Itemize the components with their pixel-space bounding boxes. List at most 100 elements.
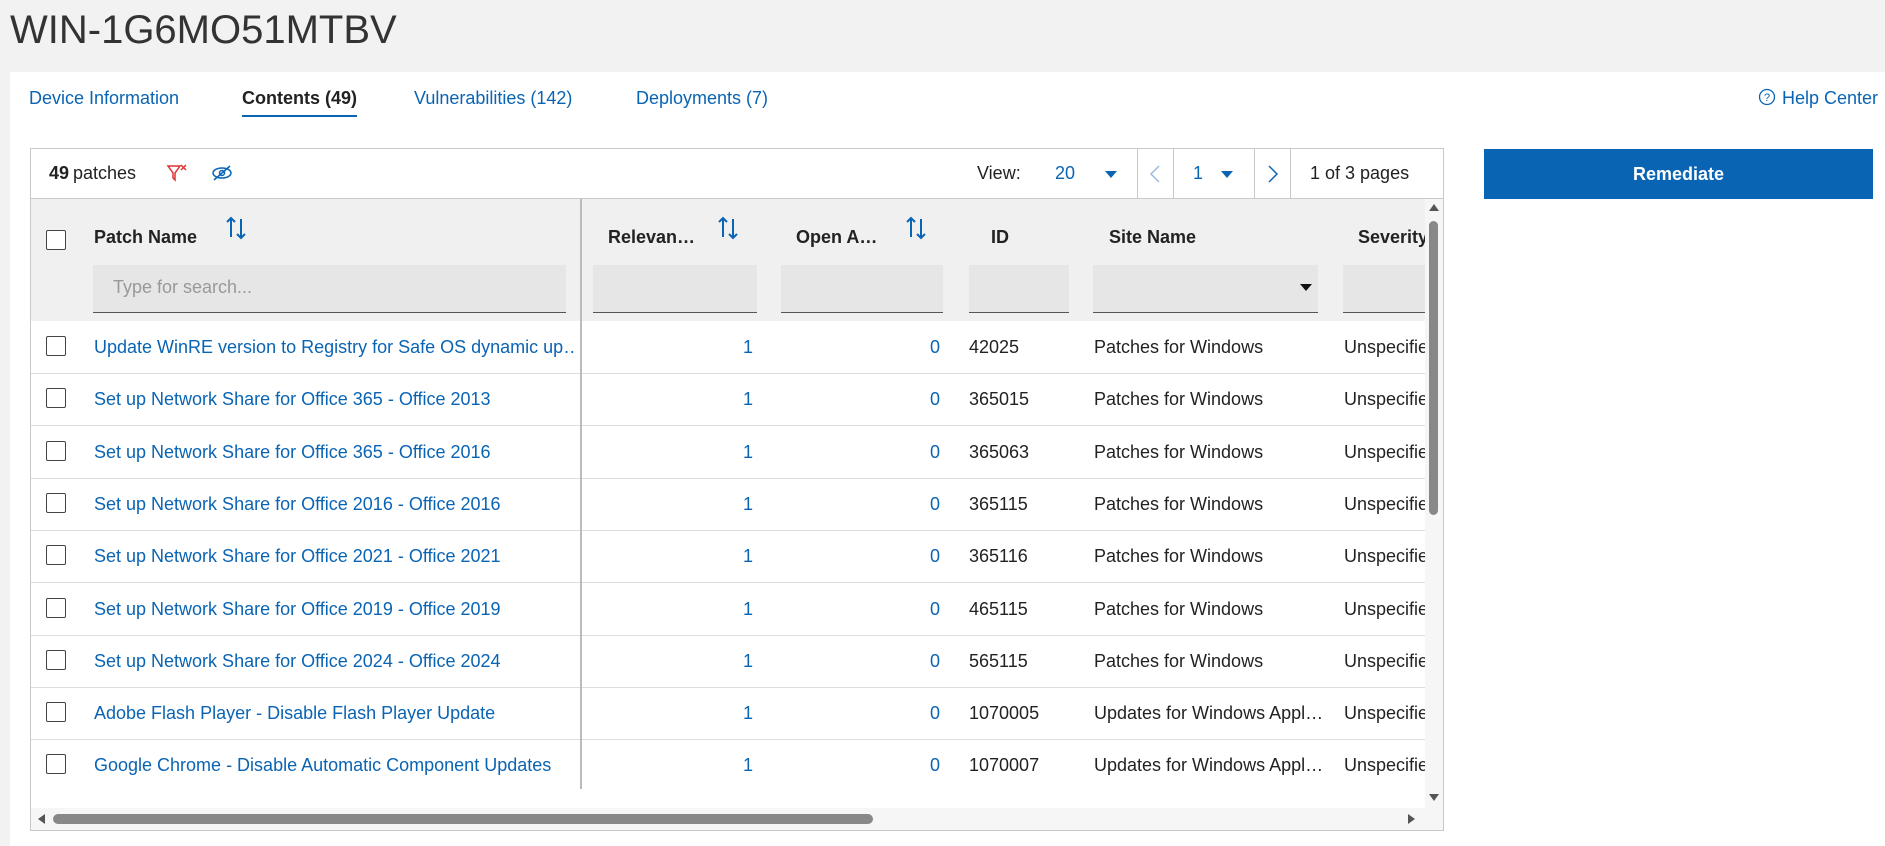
help-icon[interactable]: ? <box>1758 88 1776 106</box>
severity: Unspecified <box>1344 598 1425 619</box>
row-checkbox[interactable] <box>46 336 66 356</box>
filter-input[interactable] <box>969 265 1069 313</box>
dropdown-arrow[interactable] <box>1220 169 1234 179</box>
tab[interactable]: Vulnerabilities (142) <box>414 88 573 108</box>
scroll-thumb[interactable] <box>53 814 873 824</box>
scroll-down[interactable] <box>1429 794 1439 802</box>
severity: Unspecified <box>1344 546 1425 567</box>
column-header[interactable]: Relevan… <box>608 227 696 247</box>
table-body: Update WinRE version to Registry for Saf… <box>31 321 1425 789</box>
open-actions-count[interactable]: 0 <box>929 650 940 671</box>
sort-arrows[interactable] <box>225 215 249 241</box>
row-checkbox[interactable] <box>46 754 66 775</box>
relevance-count[interactable]: 1 <box>742 493 753 514</box>
row-checkbox[interactable] <box>46 388 66 409</box>
separator <box>1173 149 1174 198</box>
tab[interactable]: Deployments (7) <box>636 88 769 108</box>
search-input[interactable]: Type for search... <box>93 265 566 313</box>
prev-page[interactable] <box>1149 165 1161 183</box>
patch-name-link[interactable]: Set up Network Share for Office 2016 - O… <box>94 493 501 514</box>
frozen-divider <box>580 199 582 789</box>
site-name: Updates for Windows Appl… <box>1094 755 1324 776</box>
separator <box>1254 149 1255 198</box>
table-row: Update WinRE version to Registry for Saf… <box>31 321 1425 374</box>
sort-arrows[interactable] <box>905 215 929 241</box>
pages-text: 1 of 3 pages <box>1310 163 1410 183</box>
relevance-count[interactable]: 1 <box>742 755 753 776</box>
patch-name-link[interactable]: Set up Network Share for Office 2019 - O… <box>94 598 501 619</box>
row-checkbox[interactable] <box>46 440 66 461</box>
filter-input[interactable] <box>593 265 757 313</box>
page-number[interactable]: 1 <box>1193 163 1204 183</box>
sort-icon[interactable] <box>905 215 929 246</box>
row-checkbox[interactable] <box>46 545 66 566</box>
severity: Unspecified <box>1344 389 1425 410</box>
column-header[interactable]: Open A… <box>796 227 878 247</box>
filter-dropdown[interactable] <box>1093 265 1318 313</box>
patch-id: 365063 <box>969 441 1030 462</box>
patch-name-link[interactable]: Set up Network Share for Office 2024 - O… <box>94 650 501 671</box>
patch-name-link[interactable]: Google Chrome - Disable Automatic Compon… <box>94 755 552 776</box>
open-actions-count[interactable]: 0 <box>929 441 940 462</box>
site-name: Updates for Windows Appl… <box>1094 703 1324 724</box>
open-actions-count[interactable]: 0 <box>929 337 940 357</box>
vertical-scrollbar[interactable] <box>1425 199 1443 808</box>
column-header[interactable]: Patch Name <box>94 227 198 247</box>
tab-active[interactable]: Contents (49) <box>242 88 358 117</box>
scroll-thumb[interactable] <box>1429 221 1438 515</box>
patch-id: 465115 <box>969 598 1028 619</box>
relevance-count[interactable]: 1 <box>742 650 753 671</box>
scroll-left[interactable] <box>37 814 45 824</box>
sort-icon[interactable] <box>717 215 741 246</box>
clear-filter-icon[interactable] <box>166 163 188 183</box>
relevance-count[interactable]: 1 <box>742 598 753 619</box>
row-checkbox[interactable] <box>46 649 66 670</box>
patch-name-link[interactable]: Set up Network Share for Office 365 - Of… <box>94 389 491 410</box>
next-page[interactable] <box>1267 165 1279 183</box>
column-header[interactable]: ID <box>991 227 1009 247</box>
page-size[interactable]: 20 <box>1055 163 1076 183</box>
tab[interactable]: Device Information <box>29 88 180 108</box>
row-checkbox[interactable] <box>46 492 66 513</box>
open-actions-count[interactable]: 0 <box>929 493 940 514</box>
scroll-up[interactable] <box>1429 203 1439 211</box>
relevance-count[interactable]: 1 <box>742 546 753 567</box>
dropdown-arrow[interactable] <box>1104 169 1118 179</box>
relevance-count[interactable]: 1 <box>742 389 753 410</box>
separator <box>1137 149 1138 198</box>
site-name: Patches for Windows <box>1094 650 1264 671</box>
site-name: Patches for Windows <box>1094 389 1264 410</box>
filter-input[interactable] <box>1343 265 1433 313</box>
select-all-checkbox[interactable] <box>46 230 66 250</box>
patch-name-link[interactable]: Update WinRE version to Registry for Saf… <box>94 337 574 357</box>
sort-arrows[interactable] <box>717 215 741 241</box>
patch-id: 42025 <box>969 337 1020 357</box>
patch-name-link[interactable]: Set up Network Share for Office 365 - Of… <box>94 441 491 462</box>
sort-icon[interactable] <box>225 215 249 246</box>
table-row: Set up Network Share for Office 365 - Of… <box>31 426 1425 479</box>
open-actions-count[interactable]: 0 <box>929 703 940 724</box>
remediate-button[interactable]: Remediate <box>1484 149 1873 199</box>
severity: Unspecified <box>1344 441 1425 462</box>
relevance-count[interactable]: 1 <box>742 703 753 724</box>
patch-name-link[interactable]: Adobe Flash Player - Disable Flash Playe… <box>94 703 496 724</box>
hide-icon[interactable] <box>211 164 233 182</box>
open-actions-count[interactable]: 0 <box>929 598 940 619</box>
site-name: Patches for Windows <box>1094 546 1264 567</box>
column-header[interactable]: Site Name <box>1109 227 1197 247</box>
row-checkbox[interactable] <box>46 597 66 618</box>
open-actions-count[interactable]: 0 <box>929 546 940 567</box>
help-link[interactable]: Help Center <box>1782 88 1879 108</box>
open-actions-count[interactable]: 0 <box>929 755 940 776</box>
view-label: View: <box>977 163 1021 183</box>
row-checkbox[interactable] <box>46 702 66 723</box>
horizontal-scrollbar[interactable] <box>31 808 1443 830</box>
scroll-right[interactable] <box>1408 814 1416 824</box>
column-header[interactable]: Severity <box>1358 227 1429 247</box>
relevance-count[interactable]: 1 <box>742 337 753 357</box>
relevance-count[interactable]: 1 <box>742 441 753 462</box>
patch-name-link[interactable]: Set up Network Share for Office 2021 - O… <box>94 546 501 567</box>
filter-input[interactable] <box>781 265 943 313</box>
dropdown-arrow <box>1300 284 1312 291</box>
open-actions-count[interactable]: 0 <box>929 389 940 410</box>
